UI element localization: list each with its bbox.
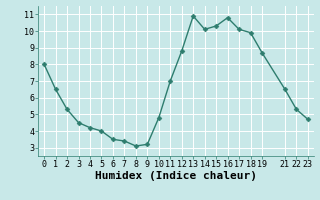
X-axis label: Humidex (Indice chaleur): Humidex (Indice chaleur) — [95, 171, 257, 181]
